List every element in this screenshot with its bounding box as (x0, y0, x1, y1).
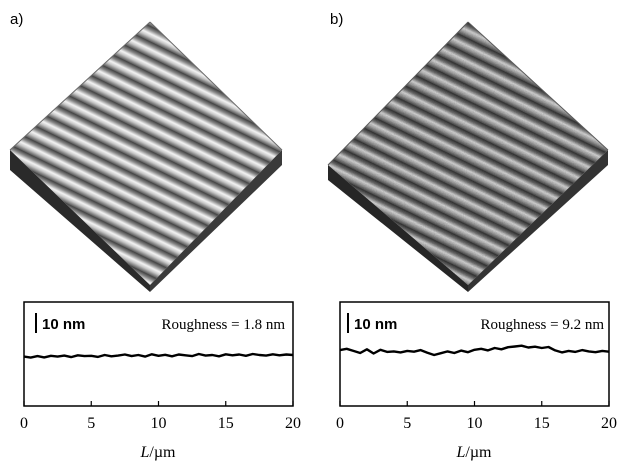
x-tick-label-a-1: 5 (87, 415, 95, 432)
x-ticks-a: 0 5 10 15 20 (20, 401, 301, 432)
x-tick-label-a-3: 15 (218, 415, 234, 432)
panel-a-letter: a) (10, 11, 23, 28)
profile-plot-b: 10 nm Roughness = 9.2 nm 0 5 10 15 20 L/µm (336, 301, 617, 461)
x-tick-label-a-0: 0 (20, 415, 28, 432)
roughness-b-label: Roughness = 9.2 nm (481, 317, 605, 333)
series-a (23, 352, 294, 359)
panel-b-letter: b) (330, 11, 343, 28)
scale-bar-b-label: 10 nm (354, 316, 397, 333)
series-b (339, 344, 610, 357)
roughness-a-label: Roughness = 1.8 nm (162, 317, 286, 333)
profile-line-a-0 (23, 352, 294, 359)
x-axis-label-b-italic: L (455, 444, 465, 461)
x-axis-label-a: L/µm (139, 444, 176, 461)
afm-surface-b (327, 21, 609, 292)
x-axis-label-a-italic: L (139, 444, 149, 461)
x-axis-label-a-rest: /µm (149, 444, 176, 461)
x-tick-label-b-4: 20 (601, 415, 617, 432)
x-axis-label-b: L/µm (455, 444, 492, 461)
scale-bar-a-label: 10 nm (42, 316, 85, 333)
x-tick-label-a-2: 10 (151, 415, 167, 432)
x-tick-label-b-2: 10 (467, 415, 483, 432)
profile-line-b-0 (339, 344, 610, 357)
x-ticks-b: 0 5 10 15 20 (336, 401, 617, 432)
x-tick-label-b-3: 15 (534, 415, 550, 432)
x-tick-label-b-1: 5 (403, 415, 411, 432)
x-tick-label-b-0: 0 (336, 415, 344, 432)
profile-plot-a: 10 nm Roughness = 1.8 nm 0 5 10 15 20 L/µm (20, 301, 301, 461)
x-axis-label-b-rest: /µm (465, 444, 492, 461)
afm-surface-a (9, 21, 283, 292)
x-tick-label-a-4: 20 (285, 415, 301, 432)
